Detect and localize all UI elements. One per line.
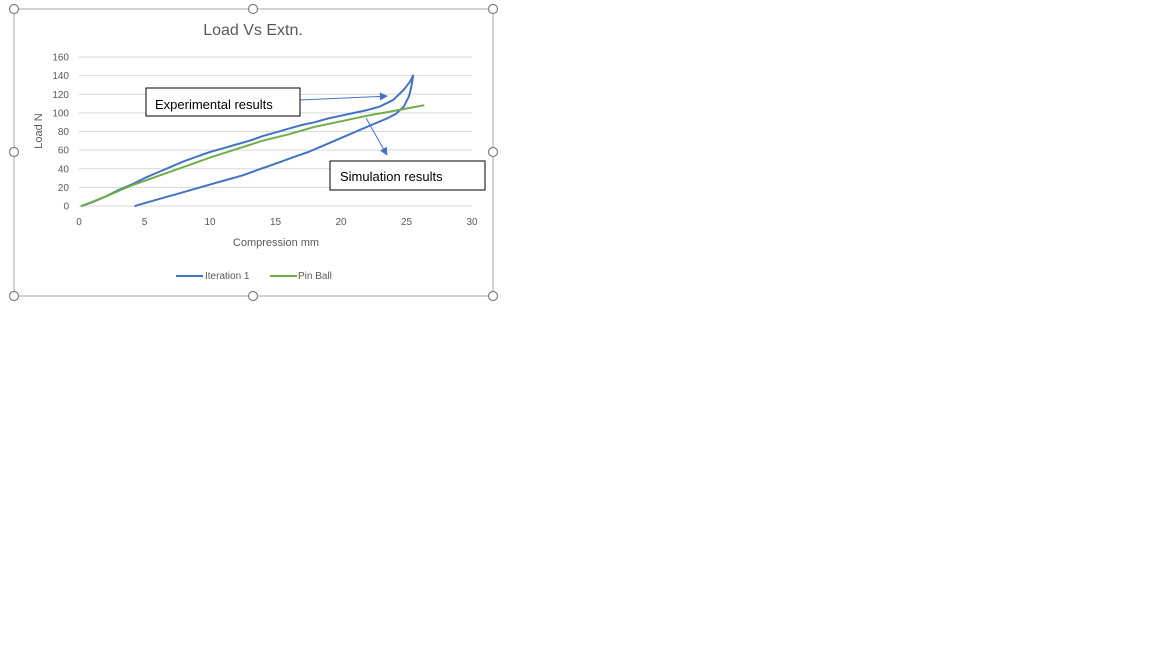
y-axis-ticks: 0 20 40 60 80 100 120 140 160 bbox=[52, 53, 69, 213]
resize-handle-top-right[interactable] bbox=[487, 3, 499, 15]
series-line-iteration-1[interactable] bbox=[80, 74, 415, 207]
y-tick-label: 160 bbox=[52, 53, 69, 64]
resize-handle-bottom[interactable] bbox=[247, 290, 259, 302]
y-tick-label: 0 bbox=[63, 202, 69, 213]
y-tick-label: 140 bbox=[52, 71, 69, 82]
resize-handle-top[interactable] bbox=[247, 3, 259, 15]
y-tick-label: 100 bbox=[52, 108, 69, 119]
resize-handle-right[interactable] bbox=[487, 146, 499, 158]
chart-frame[interactable] bbox=[13, 8, 494, 297]
selection-handles bbox=[8, 3, 499, 302]
resize-handle-bottom-right[interactable] bbox=[487, 290, 499, 302]
x-tick-label: 30 bbox=[466, 217, 478, 228]
legend[interactable]: Iteration 1 Pin Ball bbox=[176, 271, 332, 282]
x-tick-label: 5 bbox=[142, 217, 148, 228]
x-tick-label: 0 bbox=[76, 217, 82, 228]
y-tick-label: 80 bbox=[58, 127, 70, 138]
chart-title[interactable]: Load Vs Extn. bbox=[203, 22, 303, 39]
callout-arrow-experimental bbox=[299, 92, 388, 101]
legend-label-pin-ball: Pin Ball bbox=[298, 271, 332, 282]
y-tick-label: 120 bbox=[52, 90, 69, 101]
y-tick-label: 60 bbox=[58, 146, 70, 157]
y-axis-title[interactable]: Load N bbox=[33, 113, 45, 149]
callout-box-simulation bbox=[329, 160, 486, 191]
resize-handle-left[interactable] bbox=[8, 146, 20, 158]
callout-experimental-results[interactable]: Experimental results bbox=[145, 87, 388, 117]
callout-text-simulation: Simulation results bbox=[340, 169, 443, 184]
callout-simulation-results[interactable]: Simulation results bbox=[329, 117, 486, 191]
x-tick-label: 25 bbox=[401, 217, 413, 228]
legend-label-iteration-1: Iteration 1 bbox=[205, 271, 250, 282]
plot-area bbox=[80, 74, 425, 207]
x-tick-label: 15 bbox=[270, 217, 282, 228]
x-tick-label: 20 bbox=[335, 217, 347, 228]
y-tick-label: 20 bbox=[58, 183, 70, 194]
resize-handle-bottom-left[interactable] bbox=[8, 290, 20, 302]
y-tick-label: 40 bbox=[58, 164, 70, 175]
callout-text-experimental: Experimental results bbox=[155, 97, 273, 112]
callout-arrow-simulation bbox=[365, 117, 388, 156]
x-axis-ticks: 0 5 10 15 20 25 30 bbox=[76, 217, 478, 228]
x-axis-title[interactable]: Compression mm bbox=[233, 237, 319, 249]
resize-handle-top-left[interactable] bbox=[8, 3, 20, 15]
series-line-pin-ball[interactable] bbox=[80, 104, 425, 207]
callout-box-experimental bbox=[145, 87, 301, 117]
x-tick-label: 10 bbox=[204, 217, 216, 228]
